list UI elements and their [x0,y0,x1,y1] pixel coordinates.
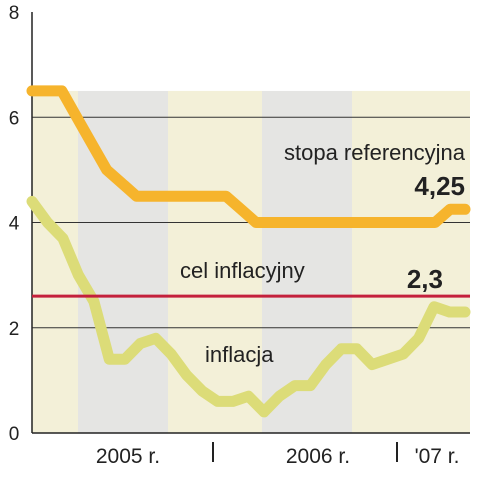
background-band-3 [262,90,352,433]
background-bands [32,90,470,433]
x-tick-label-2: '07 r. [415,445,460,468]
background-band-4 [352,90,470,433]
value-inflacja: 2,3 [407,264,443,294]
y-tick-label-4: 8 [9,3,20,24]
x-axis-ticks: 2005 r. 2006 r. '07 r. [96,442,460,468]
y-tick-label-3: 6 [9,108,20,129]
series-lines [26,85,471,418]
x-tick-label-0: 2005 r. [96,445,160,468]
series-line-0 [26,85,471,228]
y-tick-label-0: 0 [9,424,20,445]
value-stopa-referencyjna: 4,25 [414,171,465,201]
label-cel-inflacyjny: cel inflacyjny [180,258,305,283]
x-tick-label-1: 2006 r. [286,445,350,468]
y-tick-label-1: 2 [9,319,20,340]
y-axis-ticks: 0 2 4 6 8 [9,3,20,445]
label-stopa-referencyjna: stopa referencyjna [284,140,466,165]
label-inflacja: inflacja [205,342,274,367]
axes [31,12,470,434]
series-line-1 [26,195,471,418]
y-tick-label-2: 4 [9,214,20,235]
